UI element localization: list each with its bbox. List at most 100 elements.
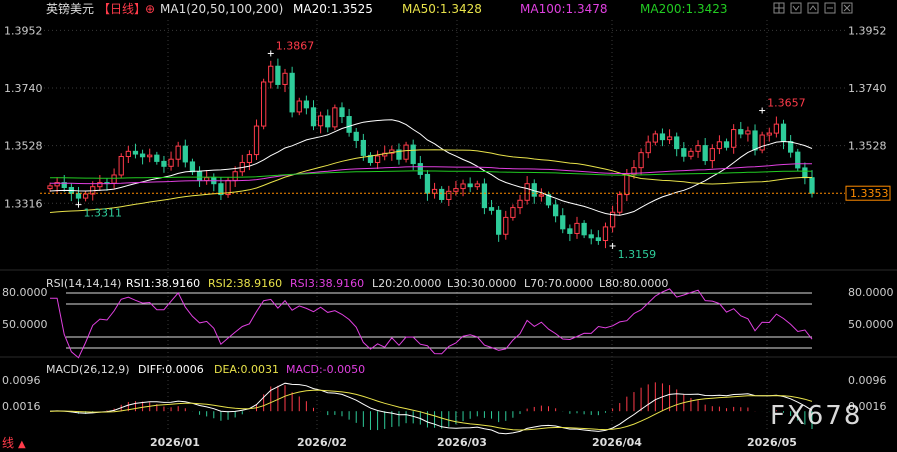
- candle-body: [367, 154, 374, 163]
- candle: [154, 151, 160, 165]
- candle: [275, 58, 281, 89]
- candle: [325, 109, 331, 133]
- close-icon[interactable]: [841, 2, 853, 14]
- candle: [681, 142, 687, 162]
- candle: [268, 60, 274, 89]
- down-arrow-icon[interactable]: [790, 2, 802, 14]
- candle-body: [652, 133, 658, 143]
- candle: [439, 186, 445, 203]
- candle: [161, 155, 167, 173]
- candle: [645, 135, 651, 159]
- candle: [446, 185, 452, 206]
- candle-body: [403, 144, 409, 160]
- l70-label: L70:70.0000: [524, 277, 593, 290]
- candle-body: [439, 188, 445, 200]
- candle: [695, 140, 701, 158]
- candle: [310, 100, 317, 131]
- candle: [731, 124, 737, 154]
- candle: [54, 177, 60, 193]
- candle-body: [268, 65, 274, 83]
- candle: [738, 121, 744, 139]
- candle: [688, 148, 694, 160]
- candle: [460, 179, 466, 197]
- candle-body: [282, 72, 288, 85]
- candle: [168, 151, 174, 171]
- candle-body: [488, 207, 495, 211]
- candle: [488, 200, 495, 215]
- candle: [574, 216, 580, 239]
- candle-body: [631, 167, 637, 175]
- candle-body: [723, 141, 730, 148]
- up-arrow-icon[interactable]: [807, 2, 819, 14]
- candle-body: [289, 72, 295, 113]
- candle-body: [645, 141, 651, 154]
- candle: [652, 130, 658, 146]
- candle: [581, 220, 587, 239]
- candle-body: [353, 131, 359, 141]
- candle: [410, 139, 416, 171]
- triangle-up-icon[interactable]: ▲: [18, 439, 26, 450]
- candle-body: [695, 145, 701, 152]
- candle: [780, 119, 787, 150]
- period-label[interactable]: 【日线】: [98, 2, 146, 16]
- candle-body: [602, 226, 609, 242]
- candle: [360, 133, 366, 161]
- rsi-params: RSI(14,14,14): [46, 277, 121, 290]
- candle-body: [161, 160, 167, 167]
- candle-body: [773, 123, 780, 134]
- candle-body: [75, 192, 82, 199]
- candle-body: [759, 134, 765, 151]
- candle: [239, 154, 245, 177]
- candle: [666, 129, 673, 144]
- price-tick-label: 1.3952: [4, 24, 43, 37]
- candle: [766, 127, 772, 142]
- price-tick-label: 1.3316: [4, 197, 43, 210]
- target-icon[interactable]: ⊕: [145, 2, 155, 16]
- candle-body: [617, 194, 623, 213]
- candle-body: [396, 149, 402, 160]
- candle-body: [275, 65, 281, 85]
- candle: [403, 141, 409, 163]
- candle: [339, 102, 345, 124]
- candle: [638, 148, 644, 176]
- candle: [624, 169, 630, 202]
- mode-label[interactable]: 线: [2, 436, 14, 450]
- ma200-label: MA200:1.3423: [640, 2, 728, 16]
- candle: [723, 138, 730, 151]
- candle: [396, 143, 402, 165]
- candle-body: [638, 152, 644, 169]
- candle: [374, 150, 381, 170]
- candle: [474, 180, 480, 190]
- candle: [545, 191, 552, 209]
- candle-body: [524, 183, 530, 201]
- candle: [674, 132, 680, 157]
- ma20-label: MA20:1.3525: [293, 2, 373, 16]
- candle-body: [716, 141, 723, 150]
- candle-body: [581, 222, 587, 236]
- minus-icon[interactable]: [824, 2, 836, 14]
- candle: [139, 149, 146, 165]
- candle-body: [147, 154, 153, 158]
- toolbar: [773, 2, 853, 14]
- candle: [567, 224, 573, 242]
- candle-body: [232, 171, 238, 181]
- grid-icon[interactable]: [773, 2, 785, 14]
- candle: [296, 97, 302, 116]
- price-tick-label: 1.3740: [848, 82, 887, 95]
- candle-body: [175, 145, 181, 160]
- candle: [431, 182, 438, 199]
- candle-body: [702, 145, 708, 162]
- l80-label: L80:80.0000: [599, 277, 668, 290]
- candle: [609, 205, 616, 233]
- candle: [82, 190, 89, 202]
- candle-body: [182, 145, 188, 163]
- candle-body: [168, 158, 174, 167]
- candle: [253, 119, 260, 161]
- candle: [560, 208, 566, 234]
- candle: [503, 210, 509, 240]
- candle: [588, 229, 594, 245]
- candle: [346, 108, 352, 137]
- candle-body: [410, 144, 416, 165]
- candle-body: [296, 100, 302, 113]
- candle: [802, 162, 808, 185]
